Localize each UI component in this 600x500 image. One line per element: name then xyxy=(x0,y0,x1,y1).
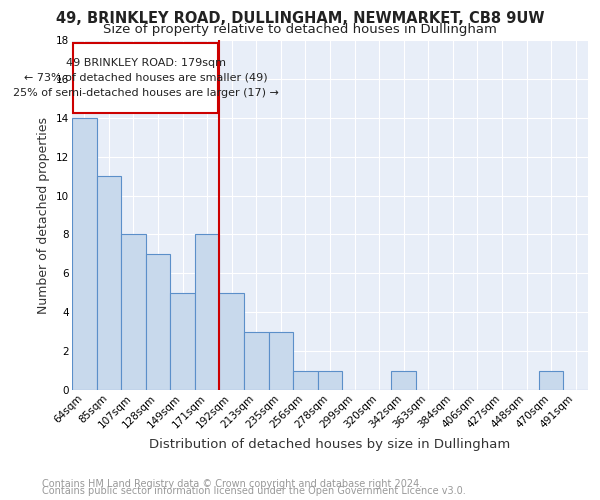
Bar xyxy=(170,293,195,390)
Text: 49 BRINKLEY ROAD: 179sqm: 49 BRINKLEY ROAD: 179sqm xyxy=(66,58,226,68)
Text: Contains HM Land Registry data © Crown copyright and database right 2024.: Contains HM Land Registry data © Crown c… xyxy=(42,479,422,489)
Bar xyxy=(293,370,318,390)
Text: Size of property relative to detached houses in Dullingham: Size of property relative to detached ho… xyxy=(103,22,497,36)
Text: ← 73% of detached houses are smaller (49): ← 73% of detached houses are smaller (49… xyxy=(24,73,268,83)
Y-axis label: Number of detached properties: Number of detached properties xyxy=(37,116,50,314)
FancyBboxPatch shape xyxy=(73,43,218,113)
Bar xyxy=(195,234,220,390)
Bar xyxy=(121,234,146,390)
Bar xyxy=(97,176,121,390)
Bar xyxy=(539,370,563,390)
Text: Contains public sector information licensed under the Open Government Licence v3: Contains public sector information licen… xyxy=(42,486,466,496)
Bar xyxy=(269,332,293,390)
Text: 25% of semi-detached houses are larger (17) →: 25% of semi-detached houses are larger (… xyxy=(13,88,278,98)
Text: 49, BRINKLEY ROAD, DULLINGHAM, NEWMARKET, CB8 9UW: 49, BRINKLEY ROAD, DULLINGHAM, NEWMARKET… xyxy=(56,11,544,26)
Bar xyxy=(72,118,97,390)
Bar xyxy=(244,332,269,390)
X-axis label: Distribution of detached houses by size in Dullingham: Distribution of detached houses by size … xyxy=(149,438,511,451)
Bar xyxy=(220,293,244,390)
Bar xyxy=(391,370,416,390)
Bar xyxy=(146,254,170,390)
Bar xyxy=(318,370,342,390)
